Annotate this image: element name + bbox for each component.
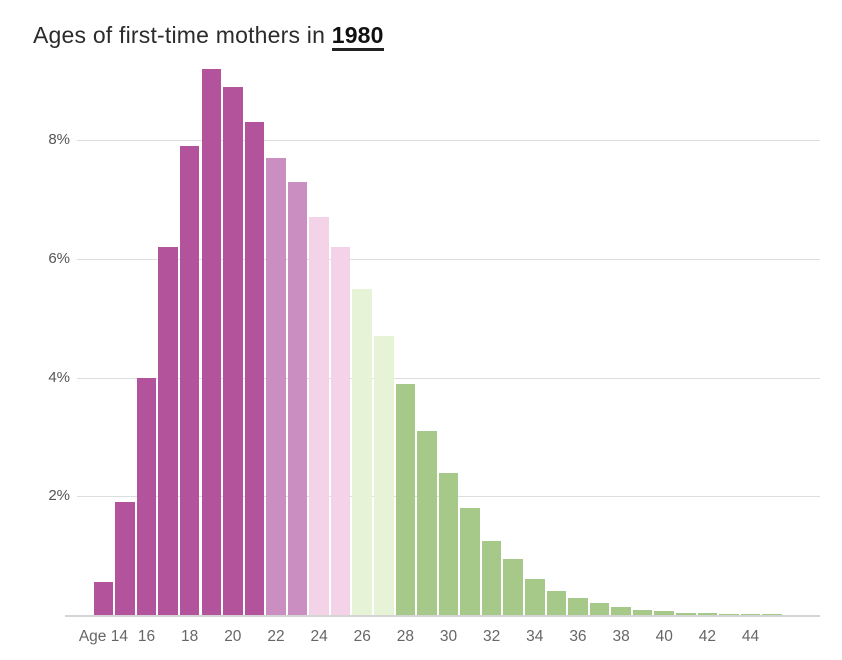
bar-age-22[interactable] [266,158,286,615]
x-tick-label-38: 38 [612,628,630,645]
bar-age-43[interactable] [719,613,739,615]
page-title: Ages of first-time mothers in 1980 [33,22,384,51]
bar-age-31[interactable] [460,508,480,615]
x-axis-line [65,615,820,617]
bar-age-26[interactable] [352,288,372,615]
bar-age-21[interactable] [244,122,265,615]
bar-age-40[interactable] [654,611,674,615]
bar-age-44[interactable] [740,614,761,615]
bar-age-36[interactable] [568,598,588,615]
bar-age-38[interactable] [611,607,631,615]
x-tick-label-22: 22 [267,628,285,645]
x-tick-label-28: 28 [396,628,414,645]
x-tick-label-34: 34 [526,628,544,645]
bar-age-16[interactable] [136,377,157,615]
title-year-control[interactable]: 1980 [331,22,384,51]
gridline-6% [77,258,820,260]
bar-age-19[interactable] [201,69,221,615]
bar-age-14[interactable] [93,582,114,615]
bar-age-20[interactable] [223,86,243,615]
bar-age-23[interactable] [287,181,308,615]
bar-age-27[interactable] [374,336,394,615]
x-tick-label-18: 18 [181,628,199,645]
bar-age-33[interactable] [503,558,523,615]
y-tick-label-4%: 4% [48,368,70,386]
x-tick-label-36: 36 [569,628,587,645]
bar-age-18[interactable] [179,146,200,615]
gridline-4% [77,377,820,379]
x-tick-label-32: 32 [483,628,501,645]
bar-age-42[interactable] [697,613,718,615]
x-tick-label-24: 24 [310,628,328,645]
x-tick-label-30: 30 [439,628,458,645]
bar-age-25[interactable] [330,247,351,615]
bar-age-41[interactable] [676,612,696,615]
bar-age-45[interactable] [762,614,782,615]
y-tick-label-8%: 8% [48,131,70,149]
x-tick-label-40: 40 [655,628,673,645]
bar-age-17[interactable] [158,247,178,615]
bar-age-28[interactable] [395,383,416,615]
bar-age-34[interactable] [525,579,545,615]
bar-age-29[interactable] [417,431,437,615]
x-tick-label-42: 42 [698,628,716,645]
bar-age-15[interactable] [115,502,135,615]
bar-age-30[interactable] [438,472,459,615]
bar-age-24[interactable] [309,217,329,615]
x-tick-label-26: 26 [353,628,371,645]
y-tick-label-2%: 2% [48,487,70,505]
x-tick-label-14: Age 14 [78,628,128,645]
bar-age-35[interactable] [546,591,567,615]
x-tick-label-20: 20 [224,628,242,645]
y-tick-label-6%: 6% [48,249,70,267]
x-tick-label-16: 16 [137,628,156,645]
bar-age-32[interactable] [481,540,502,615]
title-prefix: Ages of first-time mothers in [33,22,332,48]
x-tick-label-44: 44 [741,628,760,645]
gridline-8% [77,140,820,142]
bar-age-39[interactable] [632,610,653,615]
bar-age-37[interactable] [589,603,610,615]
